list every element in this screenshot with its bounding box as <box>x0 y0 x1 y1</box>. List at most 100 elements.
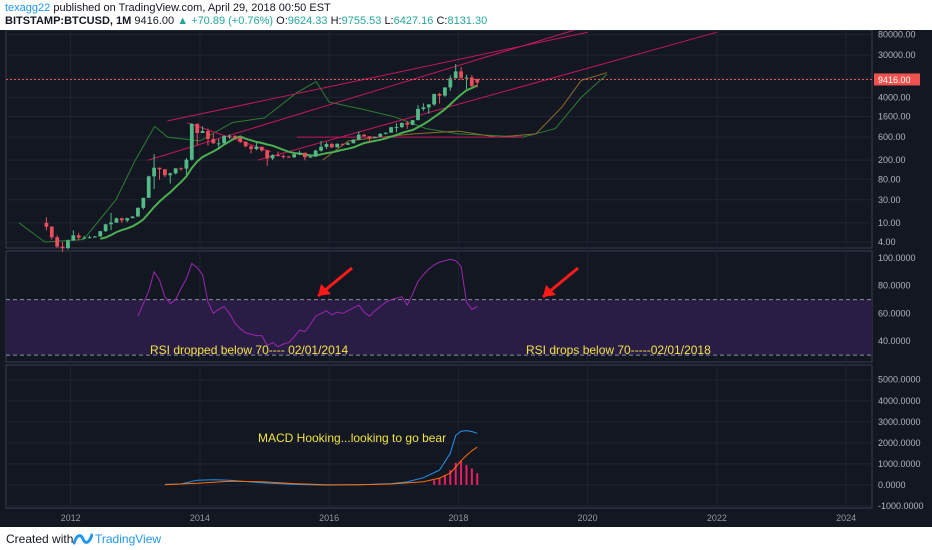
candle[interactable] <box>157 167 162 180</box>
candle[interactable] <box>286 155 291 158</box>
candle[interactable] <box>44 217 49 231</box>
candle[interactable] <box>421 103 426 111</box>
candle[interactable] <box>146 175 151 198</box>
last-price-badge <box>874 73 920 86</box>
author-link[interactable]: texagg22 <box>5 2 51 14</box>
candle[interactable] <box>141 197 146 210</box>
candle[interactable] <box>71 230 76 241</box>
chart-canvas[interactable]: 2012 2014 2016 2018 2020 2022 2024 80000.00 3000… <box>0 30 932 527</box>
candle[interactable] <box>426 104 431 114</box>
candle[interactable] <box>410 120 415 126</box>
candle[interactable] <box>184 158 189 175</box>
candle[interactable] <box>162 169 167 178</box>
candle[interactable] <box>469 74 474 87</box>
candle[interactable] <box>276 151 280 157</box>
candle[interactable] <box>92 236 97 238</box>
candle[interactable] <box>66 239 70 250</box>
symbol-line: BITSTAMP:BTCUSD, 1M 9416.00 ▲ +70.89 (+0… <box>5 15 487 27</box>
candle[interactable] <box>238 137 243 144</box>
candle[interactable] <box>114 217 119 223</box>
candle[interactable] <box>233 135 237 139</box>
macd-axis-tick-label: 0.0000 <box>878 480 906 490</box>
candle[interactable] <box>249 145 253 154</box>
candle[interactable] <box>453 64 458 79</box>
candle[interactable] <box>464 74 469 89</box>
open-value: 9624.33 <box>287 15 328 27</box>
price-pane[interactable] <box>5 30 873 249</box>
candle[interactable] <box>394 123 399 133</box>
candle-body <box>437 93 442 96</box>
candle[interactable] <box>109 212 113 231</box>
candle[interactable] <box>335 143 340 148</box>
candle[interactable] <box>222 135 227 145</box>
candle[interactable] <box>98 230 103 237</box>
candle[interactable] <box>319 140 323 152</box>
candle[interactable] <box>189 123 194 161</box>
candle[interactable] <box>432 93 437 106</box>
candle[interactable] <box>173 168 178 175</box>
candle-body <box>55 237 60 247</box>
candle[interactable] <box>389 126 393 133</box>
candle[interactable] <box>216 138 221 149</box>
candle[interactable] <box>227 134 232 139</box>
candle[interactable] <box>87 235 92 239</box>
candle[interactable] <box>49 226 54 240</box>
candle[interactable] <box>416 105 420 121</box>
rsi-axis-tick-label: 80.0000 <box>878 281 911 291</box>
candle[interactable] <box>243 141 248 148</box>
candle[interactable] <box>356 131 361 141</box>
candle[interactable] <box>351 139 356 144</box>
candle-body <box>125 218 130 221</box>
candle[interactable] <box>211 133 216 144</box>
candle[interactable] <box>383 132 388 135</box>
candle[interactable] <box>313 149 318 157</box>
candle-body <box>92 236 97 238</box>
candle[interactable] <box>292 154 297 159</box>
candle[interactable] <box>373 136 377 139</box>
candle[interactable] <box>259 146 264 152</box>
candle[interactable] <box>265 150 270 166</box>
candle[interactable] <box>324 142 329 149</box>
candle[interactable] <box>362 133 367 137</box>
price-axis-tick-label: 1600.00 <box>878 112 911 122</box>
candle[interactable] <box>297 150 302 156</box>
candle[interactable] <box>195 123 200 146</box>
low-value: 6427.16 <box>393 15 434 27</box>
candle[interactable] <box>405 120 410 129</box>
candle[interactable] <box>168 172 173 184</box>
macd-histogram-bar <box>454 462 457 485</box>
candle[interactable] <box>399 122 404 129</box>
candle[interactable] <box>136 207 140 217</box>
candle[interactable] <box>119 217 124 223</box>
price-axis-tick-label: 10.00 <box>878 218 901 228</box>
candle[interactable] <box>308 155 313 158</box>
candle[interactable] <box>55 235 60 248</box>
candle[interactable] <box>443 87 447 97</box>
candle[interactable] <box>60 241 65 252</box>
candle[interactable] <box>340 143 345 146</box>
candle[interactable] <box>200 126 205 133</box>
candle[interactable] <box>125 217 130 223</box>
candle[interactable] <box>206 128 210 146</box>
candle[interactable] <box>103 223 108 232</box>
candle[interactable] <box>270 154 275 161</box>
candle[interactable] <box>303 152 307 161</box>
candle[interactable] <box>475 78 480 88</box>
candle[interactable] <box>367 136 372 143</box>
candle[interactable] <box>448 75 453 91</box>
candle[interactable] <box>179 167 183 171</box>
candle[interactable] <box>130 216 135 219</box>
price-axis-tick-label: 4000.00 <box>878 92 911 102</box>
candle[interactable] <box>378 132 383 138</box>
candle[interactable] <box>346 142 350 146</box>
candle[interactable] <box>459 66 463 80</box>
candle[interactable] <box>254 142 259 151</box>
candle-body <box>308 156 313 158</box>
candle[interactable] <box>152 154 156 190</box>
candle[interactable] <box>82 235 86 240</box>
candle[interactable] <box>329 142 334 149</box>
macd-pane[interactable] <box>5 364 873 509</box>
candle[interactable] <box>437 92 442 104</box>
candle[interactable] <box>281 154 286 159</box>
candle[interactable] <box>76 232 81 241</box>
